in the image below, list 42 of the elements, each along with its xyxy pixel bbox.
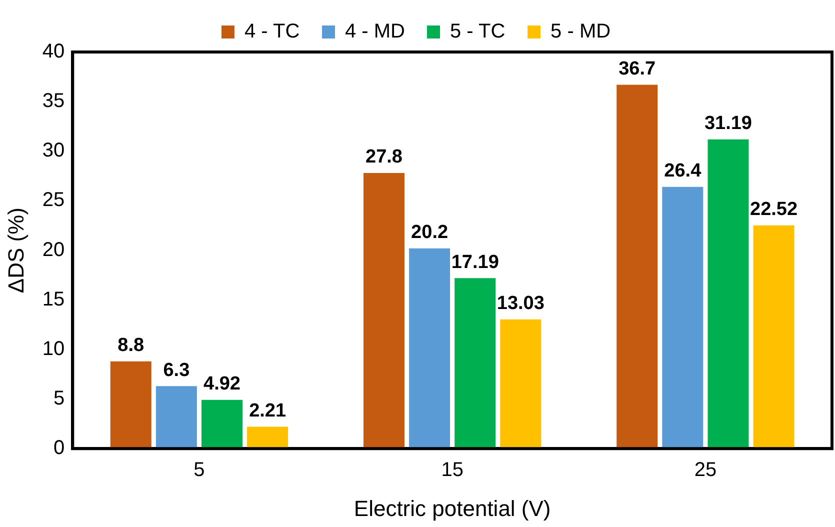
data-label: 4.92 bbox=[203, 374, 240, 395]
y-axis-title: ΔDS (%) bbox=[3, 208, 28, 294]
data-label: 13.03 bbox=[496, 293, 544, 314]
bar bbox=[708, 139, 749, 449]
legend-label: 4 - MD bbox=[345, 20, 405, 43]
bar bbox=[363, 172, 404, 449]
y-tick-label: 0 bbox=[54, 437, 65, 460]
bar bbox=[662, 186, 704, 449]
y-tick-label: 5 bbox=[54, 388, 65, 410]
data-label: 26.4 bbox=[664, 160, 702, 182]
data-label: 22.52 bbox=[750, 199, 798, 220]
y-tick-label: 40 bbox=[42, 40, 65, 63]
bar bbox=[409, 248, 450, 449]
data-label: 2.21 bbox=[249, 400, 286, 422]
data-label: 20.2 bbox=[411, 222, 448, 244]
bar bbox=[454, 278, 496, 449]
y-tick-label: 30 bbox=[42, 140, 65, 162]
y-tick-label: 15 bbox=[42, 288, 65, 310]
bar bbox=[156, 386, 197, 449]
data-label: 31.19 bbox=[704, 113, 752, 134]
bar bbox=[616, 84, 658, 449]
x-axis-title: Electric potential (V) bbox=[354, 496, 551, 521]
x-tick-label: 5 bbox=[194, 459, 205, 482]
x-tick-label: 15 bbox=[441, 459, 464, 482]
bar bbox=[753, 225, 794, 449]
legend-label: 5 - TC bbox=[450, 20, 506, 43]
y-tick-label: 25 bbox=[42, 189, 65, 212]
y-tick-label: 10 bbox=[42, 338, 65, 360]
legend-label: 5 - MD bbox=[550, 20, 611, 43]
legend-label: 4 - TC bbox=[244, 20, 300, 43]
bar bbox=[110, 361, 152, 449]
data-label: 8.8 bbox=[118, 335, 144, 356]
y-tick-label: 20 bbox=[42, 238, 65, 261]
data-label: 17.19 bbox=[451, 252, 499, 273]
data-label: 27.8 bbox=[365, 146, 402, 168]
data-label: 36.7 bbox=[618, 58, 656, 80]
y-tick-label: 35 bbox=[42, 90, 65, 112]
bar bbox=[500, 319, 542, 449]
bar bbox=[247, 426, 288, 449]
x-tick-label: 25 bbox=[694, 459, 717, 482]
data-label: 6.3 bbox=[163, 360, 190, 381]
bar bbox=[201, 400, 242, 449]
